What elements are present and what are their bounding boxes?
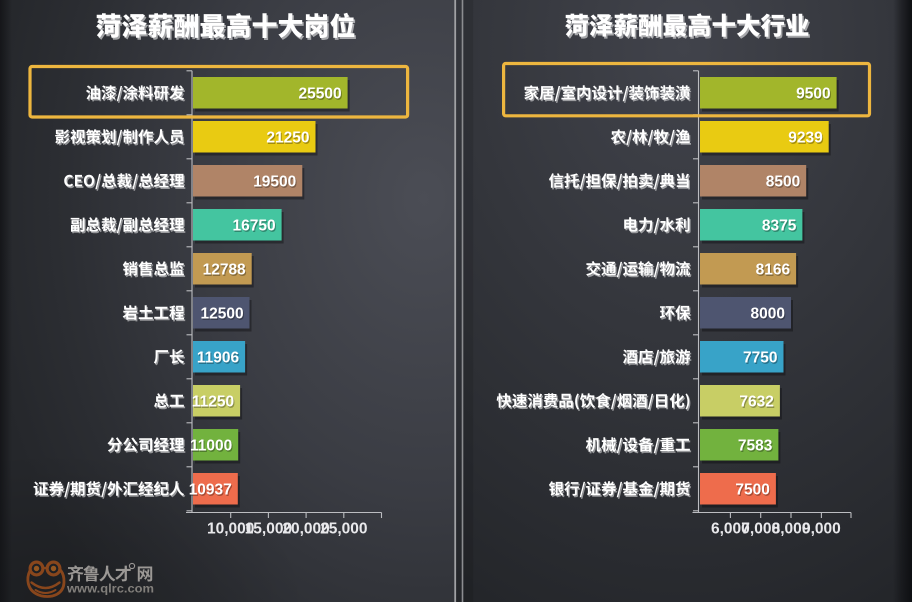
svg-text:8375: 8375 (763, 219, 798, 236)
svg-text:9500: 9500 (796, 85, 830, 102)
svg-text:8375: 8375 (762, 217, 797, 234)
svg-text:25500: 25500 (298, 85, 341, 102)
svg-text:7500: 7500 (735, 481, 769, 498)
svg-text:11250: 11250 (192, 393, 234, 410)
svg-text:11906: 11906 (198, 351, 241, 368)
svg-text:7750: 7750 (743, 349, 777, 366)
svg-text:16750: 16750 (233, 219, 276, 236)
svg-text:10937: 10937 (190, 483, 233, 500)
svg-text:8166: 8166 (756, 261, 791, 278)
svg-text:7632: 7632 (740, 395, 774, 412)
svg-text:7632: 7632 (739, 393, 773, 410)
svg-text:25500: 25500 (299, 87, 342, 104)
svg-text:16750: 16750 (232, 217, 275, 234)
svg-text:12788: 12788 (203, 261, 246, 278)
svg-text:www.qlrc.com: www.qlrc.com (66, 582, 154, 596)
svg-text:12500: 12500 (200, 305, 243, 322)
svg-text:11906: 11906 (197, 349, 240, 366)
svg-text:10937: 10937 (189, 481, 232, 498)
svg-text:10,000: 10,000 (207, 521, 254, 538)
svg-text:12500: 12500 (201, 307, 244, 324)
svg-text:7,000: 7,000 (741, 521, 780, 538)
svg-text:7750: 7750 (744, 351, 778, 368)
svg-text:19500: 19500 (254, 175, 297, 192)
svg-text:8500: 8500 (767, 175, 801, 192)
svg-text:9239: 9239 (789, 131, 824, 148)
svg-text:21250: 21250 (266, 129, 309, 146)
svg-text:8000: 8000 (752, 307, 786, 324)
svg-text:12788: 12788 (204, 263, 247, 280)
svg-text:8000: 8000 (751, 305, 785, 322)
svg-text:11000: 11000 (190, 437, 232, 454)
svg-text:21250: 21250 (267, 131, 310, 148)
svg-text:9500: 9500 (797, 87, 831, 104)
svg-text:8166: 8166 (757, 263, 792, 280)
svg-text:7583: 7583 (739, 439, 774, 456)
svg-text:7583: 7583 (738, 437, 773, 454)
svg-text:25,000: 25,000 (320, 521, 367, 538)
svg-text:8500: 8500 (766, 173, 800, 190)
svg-text:7500: 7500 (736, 483, 770, 500)
svg-text:19500: 19500 (253, 173, 296, 190)
svg-text:11250: 11250 (193, 395, 235, 412)
svg-text:9239: 9239 (788, 129, 823, 146)
svg-text:8,000: 8,000 (772, 521, 811, 538)
svg-text:15,000: 15,000 (245, 521, 292, 538)
svg-text:20,000: 20,000 (282, 521, 329, 538)
svg-text:6,000: 6,000 (711, 521, 750, 538)
svg-text:11000: 11000 (191, 439, 233, 456)
svg-text:9,000: 9,000 (802, 521, 841, 538)
